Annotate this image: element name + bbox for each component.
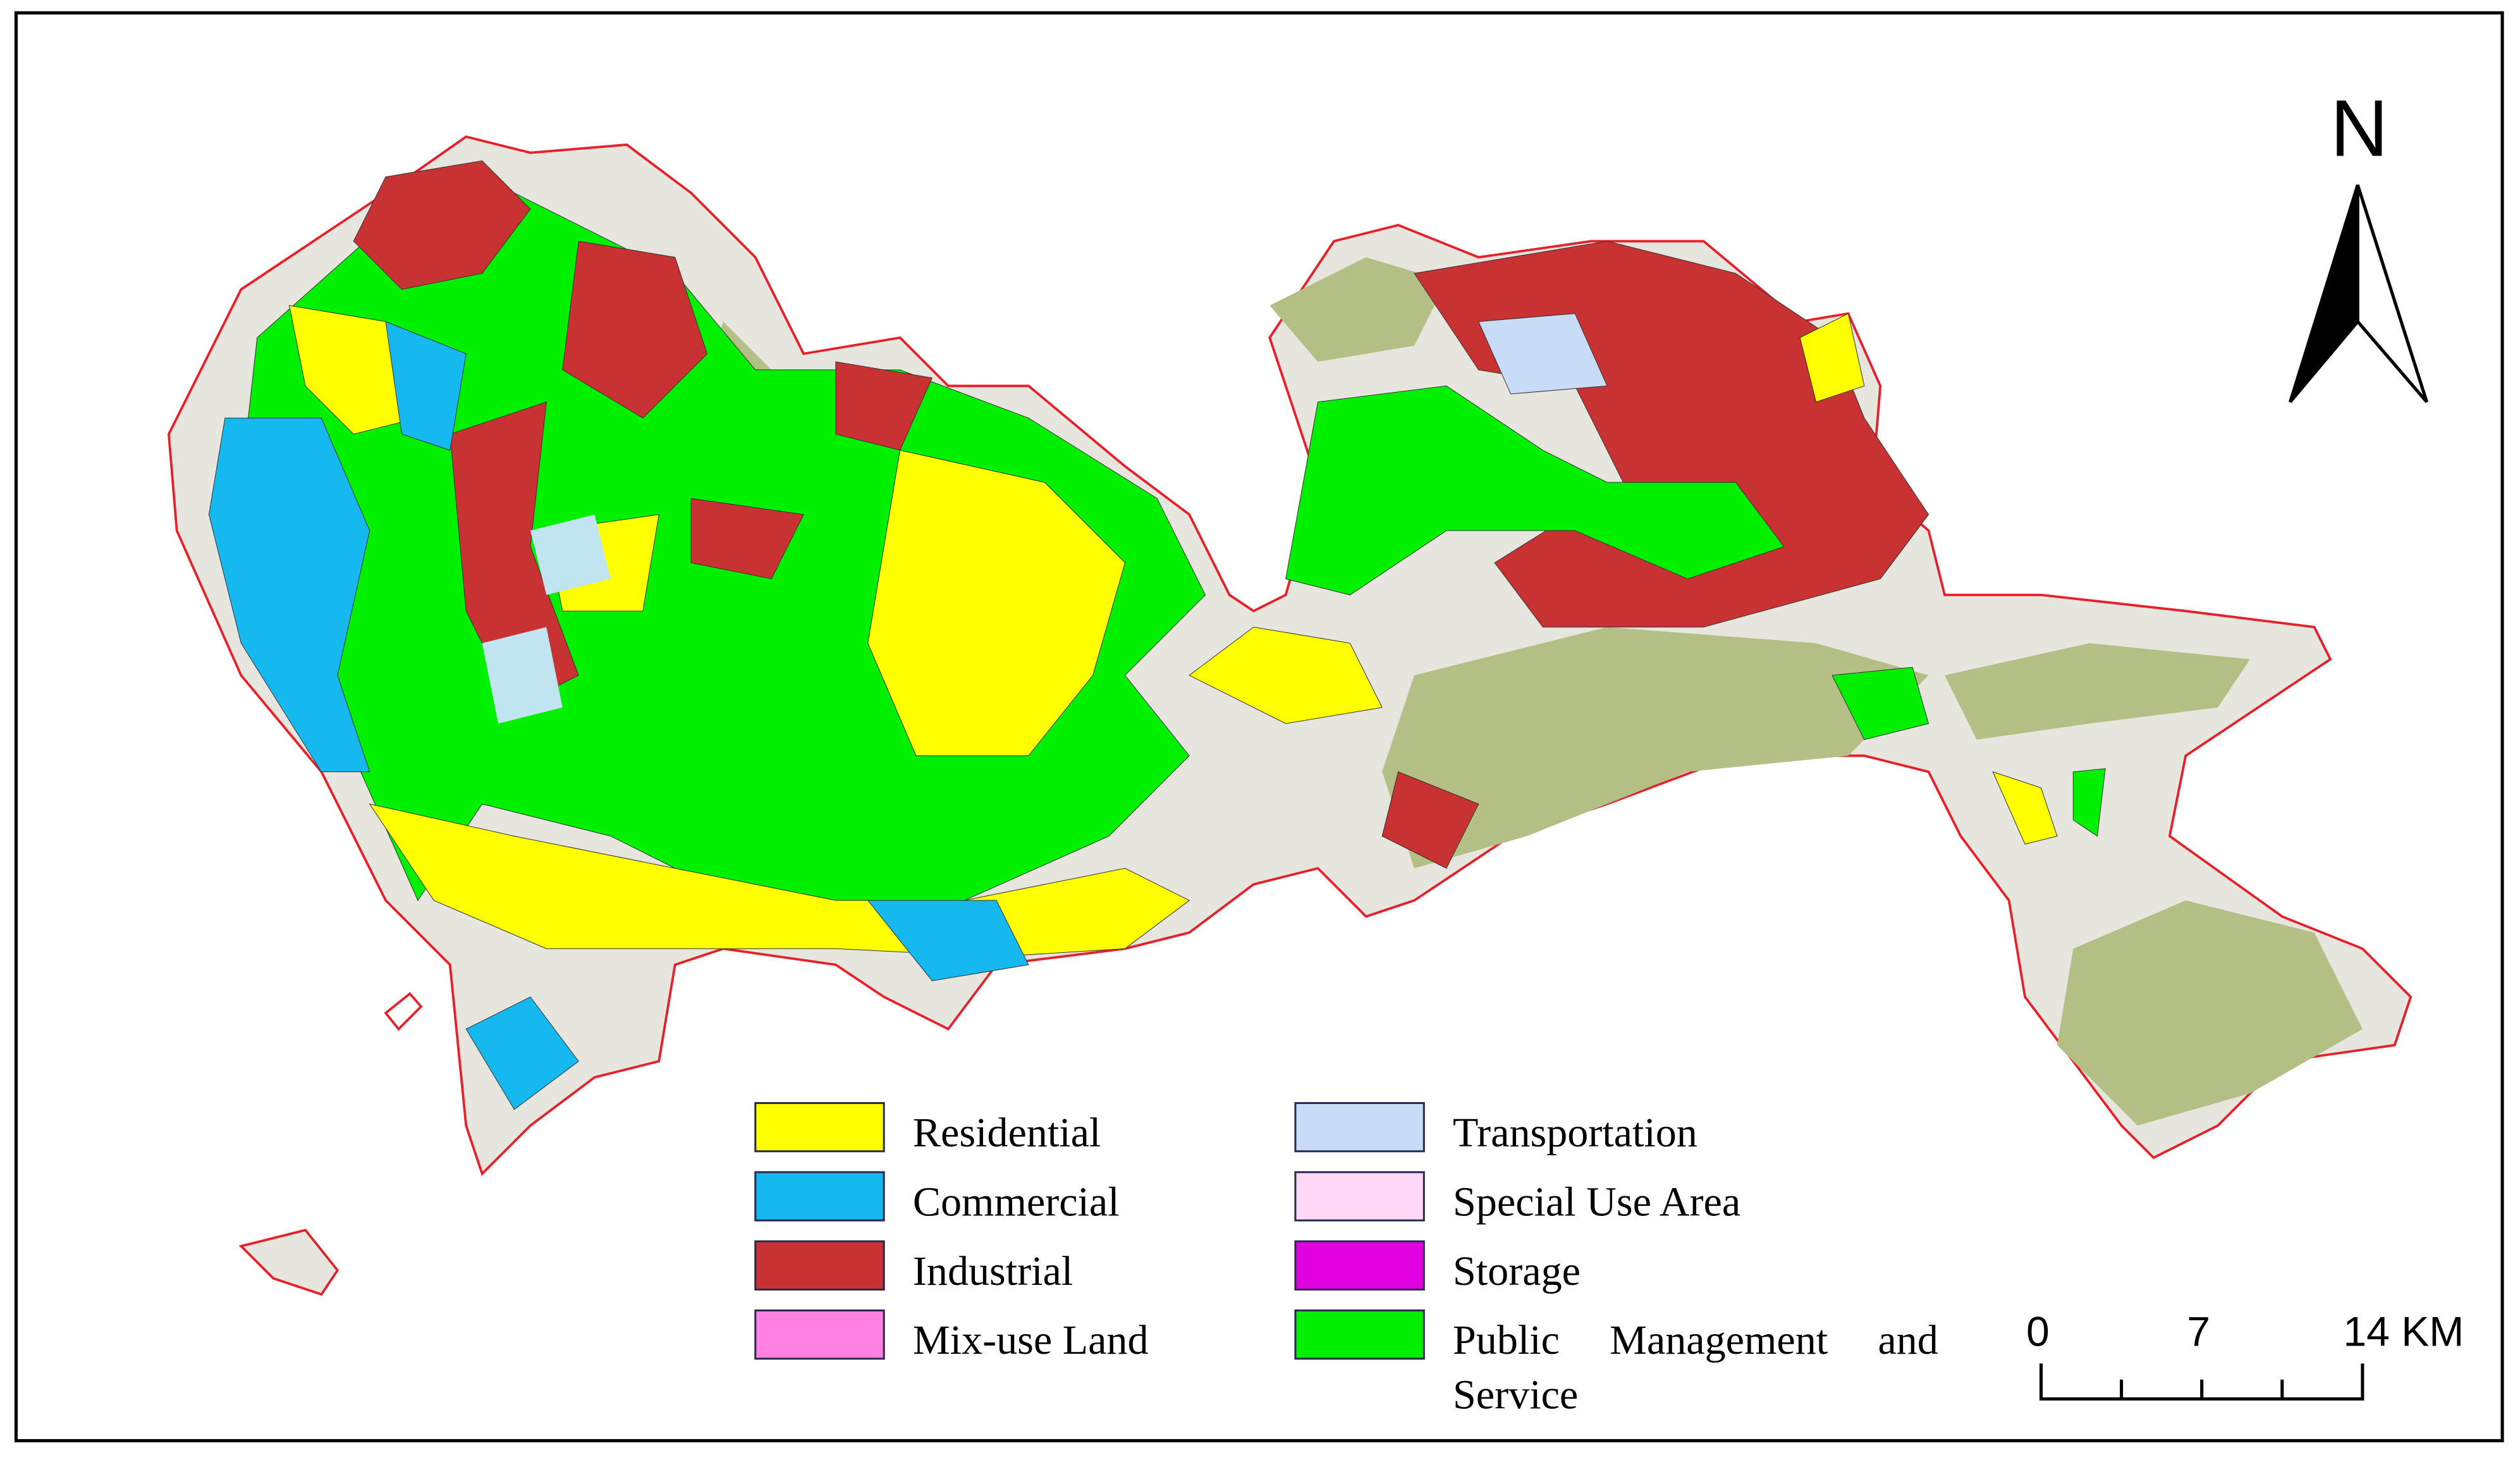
industrial-zone <box>690 498 804 580</box>
legend-swatch <box>1294 1309 1425 1360</box>
legend-swatch <box>1294 1171 1425 1222</box>
scale-line <box>2039 1363 2364 1401</box>
public-zone <box>1285 385 1785 596</box>
legend-label-box: Industrial <box>912 1248 1073 1295</box>
north-label: N <box>2330 83 2388 173</box>
commercial-zone <box>385 321 467 451</box>
residential-zone <box>1189 627 1383 724</box>
hill <box>1944 643 2250 740</box>
public-zone <box>1832 666 1930 740</box>
legend-label: Commercial <box>912 1178 1120 1225</box>
legend-label: Industrial <box>912 1248 1073 1295</box>
legend-label: Special Use Area <box>1453 1178 1741 1225</box>
scale-label: 7 <box>2187 1308 2210 1355</box>
water <box>530 514 611 595</box>
legend-label-box: Public Management and Service <box>1453 1316 1938 1418</box>
legend-label-box: Storage <box>1453 1248 1581 1295</box>
hill <box>1382 627 1929 869</box>
public-zone <box>2072 768 2106 837</box>
legend-label-box: Residential <box>912 1109 1101 1156</box>
land-use <box>208 160 2106 1110</box>
transportation-zone <box>1477 313 1608 395</box>
hill <box>2057 900 2363 1126</box>
islet <box>384 991 423 1031</box>
legend-label-box: Commercial <box>912 1178 1120 1225</box>
legend-label-box: Transportation <box>1453 1109 1697 1156</box>
arrow-right <box>2356 184 2428 403</box>
scale-label: 0 <box>2026 1308 2050 1355</box>
residential-zone <box>867 450 1126 756</box>
north-arrow: N <box>2289 83 2428 403</box>
legend-label: Storage <box>1453 1248 1581 1295</box>
legend-label-box: Mix-use Land <box>912 1316 1149 1364</box>
legend-swatch <box>754 1240 885 1291</box>
commercial-zone <box>867 900 1029 981</box>
scale-label: 14 KM <box>2343 1308 2464 1355</box>
hill <box>1269 257 1447 362</box>
industrial-zone <box>562 240 708 419</box>
legend-label: Public Management and Service <box>1453 1316 1938 1418</box>
legend-label: Transportation <box>1453 1109 1697 1156</box>
residential-zone <box>1992 771 2058 845</box>
residential-zone <box>288 305 419 435</box>
legend-swatch <box>1294 1240 1425 1291</box>
commercial-zone <box>208 417 370 773</box>
industrial-zone <box>1381 771 1479 869</box>
water <box>482 627 563 724</box>
island <box>238 1229 339 1296</box>
commercial-zone <box>465 996 579 1110</box>
legend-swatch <box>1294 1101 1425 1153</box>
industrial-zone <box>353 160 531 290</box>
scale-bar: 0 7 14 KM <box>2026 1308 2464 1401</box>
legend-swatch <box>754 1171 885 1222</box>
legend-label: Mix-use Land <box>912 1316 1149 1364</box>
legend: Residential Commercial Industrial Mix-use L… <box>754 1101 1938 1418</box>
residential-zone <box>1799 313 1865 403</box>
legend-label-box: Special Use Area <box>1453 1178 1741 1225</box>
legend-swatch <box>754 1309 885 1360</box>
legend-label: Residential <box>912 1109 1101 1156</box>
legend-swatch <box>754 1101 885 1153</box>
